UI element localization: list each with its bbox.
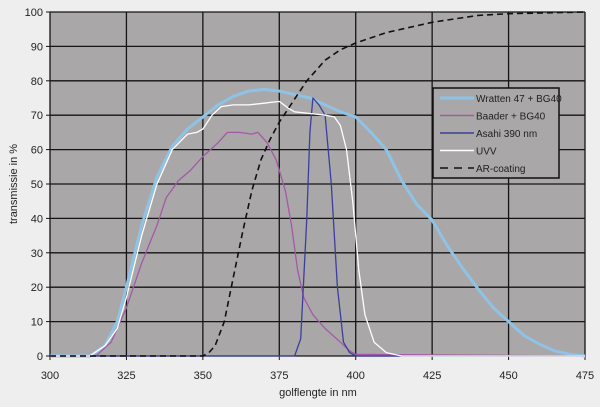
series-line-baader-bg40 — [50, 131, 586, 357]
y-tick-label: 30 — [31, 248, 43, 260]
legend-label: Asahi 390 nm — [476, 129, 537, 140]
x-tick-label: 400 — [347, 370, 365, 382]
x-tick-label: 425 — [423, 370, 441, 382]
y-tick-label: 50 — [31, 179, 43, 191]
y-tick-label: 10 — [31, 317, 43, 329]
x-tick-label: 450 — [499, 370, 517, 382]
y-tick-label: 70 — [31, 110, 43, 122]
y-tick-label: 40 — [31, 213, 43, 225]
y-tick-label: 20 — [31, 282, 43, 294]
y-tick-label: 90 — [31, 41, 43, 53]
y-axis: 0 10 20 30 40 50 60 70 80 90 100 — [25, 7, 50, 363]
legend-label: AR-coating — [476, 164, 525, 175]
series-line-uvv — [50, 100, 585, 357]
gridlines — [49, 11, 586, 357]
series-line-asahi-390-nm — [50, 97, 585, 357]
y-axis-label: transmissie in % — [8, 144, 20, 224]
series-line-ar-coating — [50, 11, 586, 357]
x-tick-label: 325 — [117, 370, 135, 382]
y-tick-label: 80 — [31, 76, 43, 88]
x-tick-label: 475 — [576, 370, 594, 382]
y-tick-label: 100 — [25, 7, 43, 19]
legend-label: Wratten 47 + BG40 — [476, 94, 562, 105]
y-tick-label: 0 — [37, 351, 43, 363]
legend-label: Baader + BG40 — [476, 112, 546, 123]
x-tick-label: 350 — [194, 370, 212, 382]
x-axis-label: golflengte in nm — [279, 387, 357, 399]
x-tick-label: 300 — [41, 370, 59, 382]
legend-label: UVV — [476, 147, 497, 158]
x-axis: 300 325 350 375 400 425 450 475 — [41, 356, 594, 382]
series-group — [50, 11, 586, 358]
series-line-wratten-47-bg40 — [50, 87, 586, 358]
x-tick-label: 375 — [270, 370, 288, 382]
y-tick-label: 60 — [31, 145, 43, 157]
legend: Wratten 47 + BG40 Baader + BG40 Asahi 390 … — [432, 87, 562, 179]
